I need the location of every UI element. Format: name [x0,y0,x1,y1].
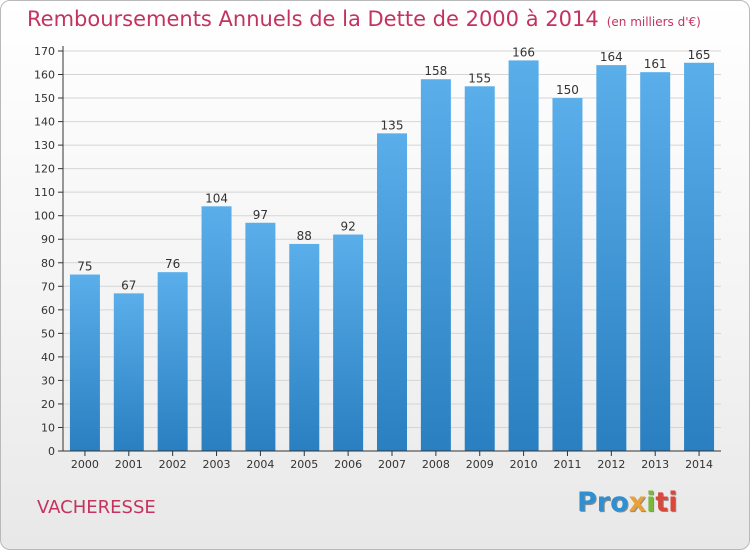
y-tick-label: 0 [48,445,55,458]
logo-part-2: x [628,487,647,518]
bar-2009 [464,86,495,451]
y-tick-label: 160 [34,69,55,82]
logo-part-3: i [646,487,656,518]
x-tick-label-2012: 2012 [597,458,625,471]
bar-2007 [377,133,407,451]
bar-2012 [596,65,627,451]
bar-2013 [640,72,671,452]
y-tick-label: 10 [41,421,55,434]
y-tick-label: 50 [41,327,55,340]
x-tick-label-2013: 2013 [641,458,669,471]
axes: 0 10 20 30 40 50 60 70 80 90 100 110 120 130 140 150 160… [34,45,721,471]
chart-subtitle: (en milliers d'€) [606,15,701,29]
y-tick-label: 120 [34,163,55,176]
bar-2014 [684,62,715,451]
x-tick-label-2000: 2000 [71,458,99,471]
value-label-2005: 88 [297,229,312,243]
value-label-2007: 135 [381,118,404,132]
x-tick-label-2001: 2001 [115,458,143,471]
chart-title: Remboursements Annuels de la Dette de 20… [27,7,701,31]
y-tick-label: 130 [34,139,55,152]
bar-2008 [420,79,451,451]
value-label-2013: 161 [644,57,667,71]
y-tick-label: 30 [41,374,55,387]
logo-part-4: ti [655,487,678,518]
commune-name: VACHERESSE [37,497,156,518]
bar-2003 [201,206,232,451]
bar-chart: 756776104978892135158155166150164161165 … [34,45,721,471]
bar-2002 [157,272,188,451]
value-label-2004: 97 [253,208,268,222]
y-tick-label: 60 [41,304,55,317]
y-tick-label: 170 [34,45,55,58]
x-tick-label-2010: 2010 [510,458,538,471]
value-label-2000: 75 [77,260,92,274]
x-tick-label-2003: 2003 [203,458,231,471]
value-label-2012: 164 [600,50,623,64]
y-tick-label: 110 [34,186,55,199]
x-tick-label-2009: 2009 [466,458,494,471]
bar-2001 [113,293,144,451]
bar-2010 [508,60,539,451]
x-tick-label-2005: 2005 [290,458,318,471]
bars [69,60,715,452]
y-tick-label: 100 [34,210,55,223]
x-tick-label-2008: 2008 [422,458,450,471]
x-tick-label-2011: 2011 [553,458,581,471]
value-label-2006: 92 [340,220,355,234]
value-label-2008: 158 [424,64,447,78]
x-tick-label-2014: 2014 [685,458,713,471]
value-label-2001: 67 [121,278,136,292]
x-tick-label-2007: 2007 [378,458,406,471]
value-label-2003: 104 [205,191,228,205]
value-label-2009: 155 [468,71,491,85]
proxiti-logo[interactable]: Proxiti [577,487,678,518]
chart-title-text: Remboursements Annuels de la Dette de 20… [27,7,599,31]
x-tick-label-2002: 2002 [159,458,187,471]
data-labels: 75 67 76 104 97 88 92 135 158 155 166 150 164 161 165 [77,45,710,292]
bar-2011 [552,98,583,451]
y-tick-label: 140 [34,116,55,129]
logo-part-1: Pro [577,487,629,518]
value-label-2010: 166 [512,45,535,59]
bar-2006 [333,234,364,451]
x-tick-label-2004: 2004 [246,458,274,471]
bar-2005 [289,243,320,451]
y-tick-label: 80 [41,257,55,270]
value-label-2002: 76 [165,257,180,271]
y-tick-label: 70 [41,280,55,293]
value-label-2014: 165 [688,48,711,62]
x-tick-label-2006: 2006 [334,458,362,471]
bar-2000 [69,274,100,451]
y-tick-label: 150 [34,92,55,105]
bar-2004 [245,222,276,451]
value-label-2011: 150 [556,83,579,97]
y-tick-label: 20 [41,398,55,411]
y-tick-label: 40 [41,351,55,364]
y-tick-label: 90 [41,233,55,246]
